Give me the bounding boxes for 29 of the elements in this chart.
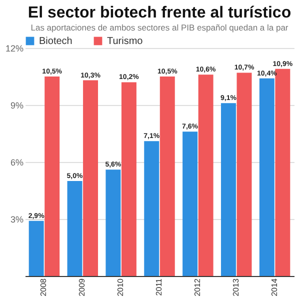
y-tick-label: 9% bbox=[10, 100, 24, 110]
bar bbox=[275, 68, 290, 276]
x-tick-label: 2011 bbox=[154, 278, 164, 296]
y-tick-label: 3% bbox=[10, 214, 24, 224]
x-tick-label: 2010 bbox=[116, 278, 126, 296]
x-tick-label: 2009 bbox=[78, 278, 87, 296]
bar bbox=[28, 220, 44, 276]
bar bbox=[144, 141, 160, 276]
bar bbox=[83, 80, 98, 276]
chart-subtitle: Las aportaciones de ambos sectores al PIB español quedan a la par bbox=[30, 22, 288, 32]
bar bbox=[198, 74, 214, 276]
bar bbox=[67, 181, 82, 276]
bar bbox=[182, 132, 198, 276]
bar bbox=[121, 82, 136, 276]
bar bbox=[220, 103, 236, 276]
x-tick-label: 2008 bbox=[39, 278, 48, 296]
bar bbox=[44, 76, 60, 276]
x-tick-label: 2013 bbox=[231, 278, 240, 296]
x-tick-label: 2014 bbox=[270, 278, 279, 296]
legend-label: Turismo bbox=[107, 36, 144, 47]
y-tick-label: 12% bbox=[5, 44, 24, 54]
y-tick-label: 6% bbox=[10, 158, 24, 168]
bar bbox=[106, 170, 121, 276]
bar bbox=[259, 78, 274, 276]
bar bbox=[160, 76, 175, 276]
bar bbox=[236, 72, 252, 276]
chart-title: El sector biotech frente al turístico bbox=[28, 4, 292, 22]
x-tick-label: 2012 bbox=[192, 278, 202, 296]
legend-label: Biotech bbox=[39, 36, 72, 47]
